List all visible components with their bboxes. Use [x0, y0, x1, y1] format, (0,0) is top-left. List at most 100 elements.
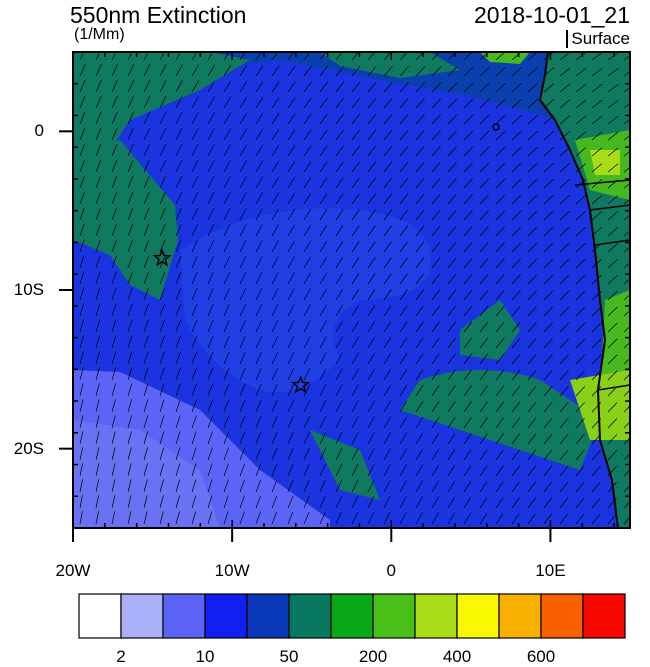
wind-barb: [127, 319, 133, 333]
wind-barb: [415, 177, 425, 189]
wind-barb: [111, 447, 116, 461]
wind-barb: [495, 194, 506, 205]
wind-barb: [127, 239, 134, 253]
wind-barb: [383, 448, 391, 461]
wind-barb: [479, 162, 490, 173]
wind-barb: [351, 65, 361, 77]
wind-barb: [303, 464, 310, 477]
green-patch-east: [460, 300, 520, 360]
wind-barb: [143, 319, 149, 333]
wind-barb: [127, 223, 134, 237]
wind-barb: [223, 256, 231, 269]
wind-barb: [303, 432, 310, 445]
wind-barb: [495, 226, 506, 237]
wind-barb: [159, 192, 166, 205]
wind-barb: [271, 256, 279, 269]
wind-barb: [383, 464, 391, 477]
wind-barb: [95, 52, 101, 61]
wind-barb: [143, 175, 150, 189]
wind-barb: [95, 127, 102, 141]
wind-barb: [479, 194, 490, 205]
wind-barb: [191, 415, 197, 429]
wind-barb: [447, 480, 456, 493]
wind-barb: [143, 207, 150, 221]
wind-barb: [207, 176, 215, 189]
wind-barb: [495, 258, 505, 269]
wind-barb: [79, 143, 86, 157]
wind-barb: [95, 303, 101, 317]
wind-barb: [255, 415, 262, 429]
wind-barb: [367, 129, 377, 141]
wind-barb: [511, 178, 522, 189]
wind-barb: [495, 162, 506, 173]
wind-barb: [207, 463, 213, 477]
wind-barb: [559, 465, 569, 477]
wind-barb: [591, 163, 603, 173]
wind-barb: [591, 306, 602, 317]
wind-barb: [239, 399, 246, 413]
wind-barb: [607, 259, 618, 269]
wind-barb: [575, 52, 587, 61]
wind-barb: [175, 144, 183, 157]
wind-barb: [399, 161, 409, 173]
wind-barb: [175, 52, 181, 61]
wind-barb: [415, 305, 424, 317]
wind-barb: [223, 224, 231, 237]
wind-barb: [367, 480, 375, 493]
wind-barb: [527, 274, 538, 285]
wind-barb: [255, 368, 262, 381]
wind-barb: [495, 401, 505, 413]
wind-barb: [495, 337, 505, 349]
wind-barb: [191, 431, 197, 445]
wind-barb: [127, 447, 132, 461]
colorbar-label: 200: [358, 647, 388, 666]
wind-barb: [399, 209, 409, 221]
wind-barb: [527, 401, 537, 413]
wind-barb: [191, 511, 197, 525]
wind-barb: [607, 322, 618, 333]
wind-barb: [399, 113, 409, 125]
wind-barb: [383, 336, 392, 349]
wind-barb: [111, 207, 118, 221]
wind-barb: [111, 431, 116, 445]
wind-barb: [511, 194, 522, 205]
wind-barb: [431, 480, 440, 493]
wind-barb: [415, 98, 425, 109]
wind-barb: [111, 319, 117, 333]
wind-barb: [511, 385, 521, 397]
wind-barb: [79, 415, 84, 429]
wind-barb: [159, 479, 164, 493]
wind-barb: [479, 114, 490, 125]
wind-barb: [351, 177, 360, 189]
wind-barb: [591, 147, 603, 157]
wind-barb: [111, 80, 118, 93]
wind-barb: [207, 495, 213, 509]
x-tick-label: 0: [386, 561, 397, 580]
wind-barb: [607, 402, 618, 413]
wind-barb: [527, 465, 537, 477]
extinction-field: [73, 52, 630, 528]
wind-barb: [79, 463, 83, 477]
wind-barb: [543, 52, 555, 61]
wind-barb: [239, 351, 246, 365]
wind-barb: [431, 400, 440, 413]
wind-barb: [575, 513, 585, 525]
wind-barb: [383, 480, 391, 493]
wind-barb: [271, 368, 278, 381]
wind-barb: [303, 288, 311, 301]
wind-barb: [159, 239, 166, 253]
wind-barb: [255, 112, 264, 125]
wind-barb: [207, 351, 214, 365]
wind-barb: [431, 337, 440, 349]
wind-barb: [351, 161, 360, 173]
wind-barb: [543, 146, 554, 157]
wind-barb: [223, 415, 230, 429]
wind-barb: [559, 370, 569, 381]
wind-barb: [383, 241, 392, 253]
wind-barb: [95, 511, 99, 525]
wind-barb: [463, 512, 472, 525]
wind-barb: [575, 322, 586, 333]
wind-barb: [255, 352, 262, 365]
wind-barb: [383, 65, 393, 77]
